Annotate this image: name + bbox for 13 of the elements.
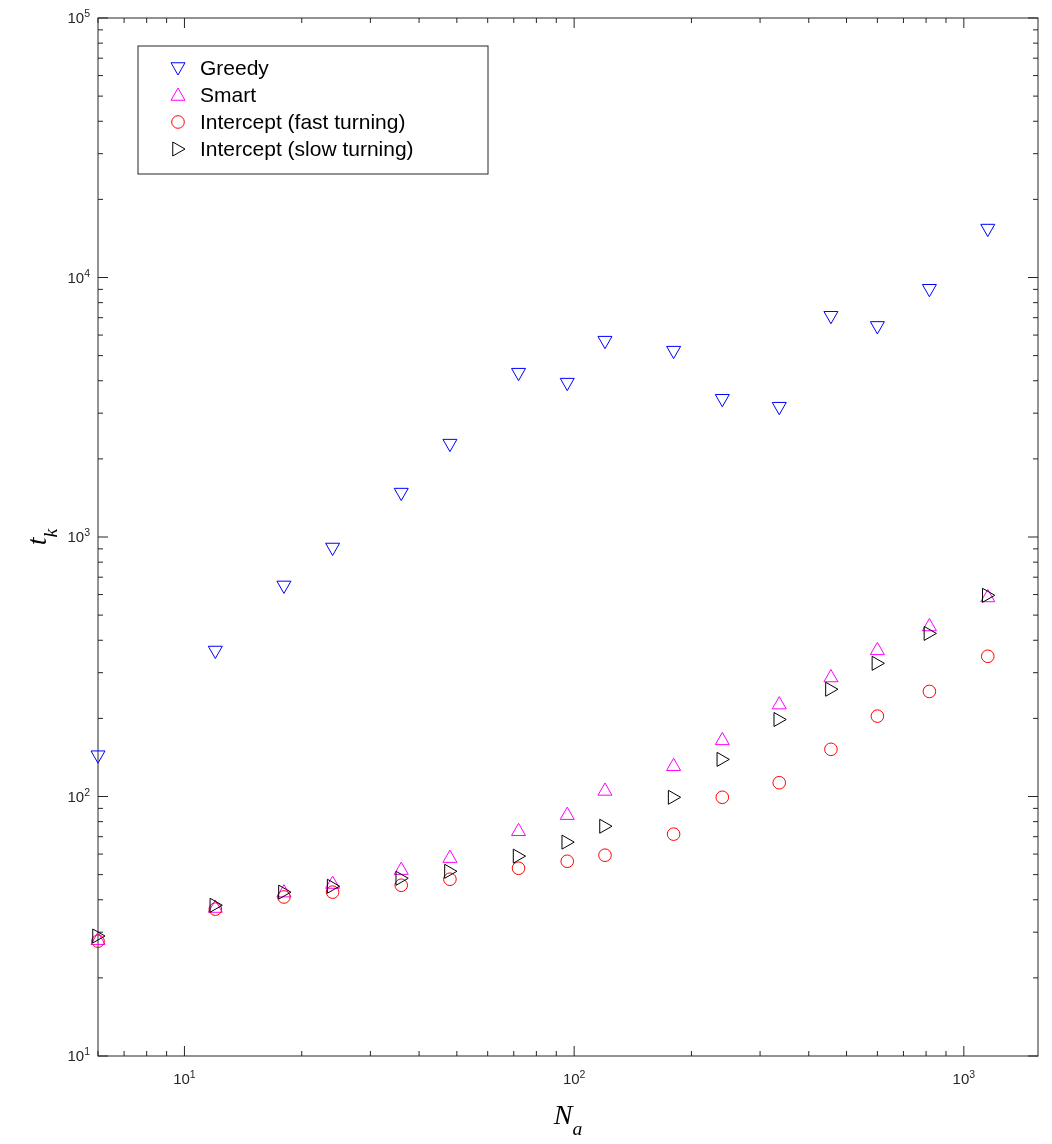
legend-label: Intercept (slow turning) (200, 137, 414, 160)
y-tick-label: 10$^{3}$ (67, 526, 91, 545)
x-tick-label: 10$^{1}$ (173, 1068, 196, 1087)
x-tick-label: 10$^{2}$ (562, 1068, 586, 1087)
y-tick-label: 10$^{5}$ (67, 7, 91, 26)
x-tick-label: 10$^{3}$ (952, 1068, 976, 1087)
legend-label: Intercept (fast turning) (200, 110, 406, 133)
y-tick-label: 10$^{1}$ (67, 1045, 91, 1064)
y-tick-label: 10$^{4}$ (67, 266, 91, 286)
legend-label: Greedy (200, 56, 270, 79)
x-axis-title: N$_{a}$ (552, 1099, 583, 1139)
y-tick-label: 10$^{2}$ (67, 785, 91, 805)
legend-label: Smart (200, 83, 257, 106)
